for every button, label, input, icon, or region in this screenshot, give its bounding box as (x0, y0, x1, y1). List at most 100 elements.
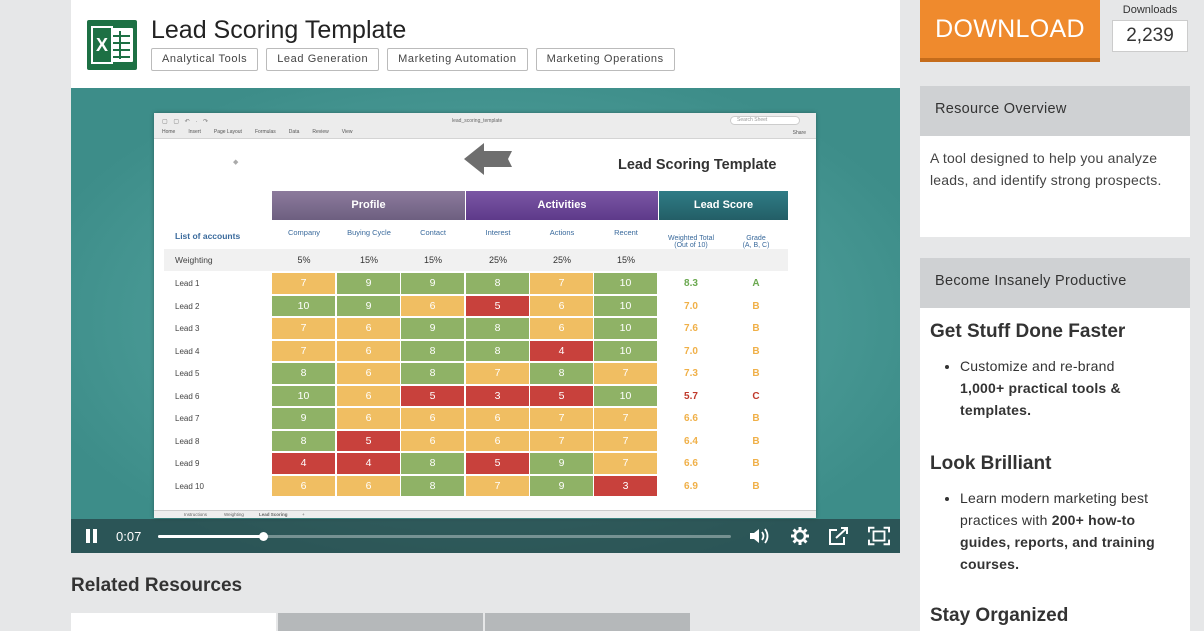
spreadsheet-toolbar: ▢ ▢ ↶ · ↷ Home Insert Page Layout Formul… (154, 113, 816, 139)
score-cell: 7 (530, 408, 594, 430)
video-progress-bar[interactable] (158, 532, 731, 541)
grade-value: C (752, 390, 760, 402)
lead-row-label: Lead 6 (175, 391, 200, 401)
weighted-total: 8.3 (684, 278, 698, 289)
volume-icon[interactable] (748, 526, 770, 546)
sheet-tabs: Instructions Weighting Lead Scoring + (154, 510, 816, 518)
weighted-total: 6.6 (684, 458, 698, 469)
score-cell: 8 (466, 340, 530, 362)
score-cell: 9 (401, 273, 465, 295)
weighted-total: 6.4 (684, 435, 698, 447)
ribbon-tab: Home (162, 129, 176, 135)
score-cell: 10 (594, 385, 658, 407)
accounts-header: List of accounts (175, 231, 241, 241)
score-cell: 4 (337, 453, 401, 475)
score-cell: 5 (530, 385, 594, 407)
score-cell: 8 (272, 363, 336, 385)
group-activities: Activities (466, 191, 658, 220)
tag-list: Analytical Tools Lead Generation Marketi… (151, 48, 675, 71)
video-progress-fill (158, 535, 263, 538)
resource-title: Lead Scoring Template (151, 16, 407, 44)
fullscreen-icon[interactable] (868, 526, 890, 546)
grade-value: B (752, 345, 760, 357)
spreadsheet-filename: lead_scoring_template (452, 118, 503, 124)
pause-icon[interactable] (85, 529, 99, 543)
arrow-left-icon (464, 143, 512, 175)
column-header: Actions (549, 228, 575, 237)
resource-overview-panel: A tool designed to help you analyze lead… (920, 136, 1190, 237)
grade-value: B (752, 368, 760, 379)
weighted-total: 7.3 (684, 368, 698, 379)
related-resource-card[interactable] (485, 613, 690, 631)
downloads-count: 2,239 (1112, 20, 1188, 52)
group-lead-score: Lead Score (659, 191, 788, 220)
score-cell: 10 (594, 295, 658, 317)
sheet-tab-active: Lead Scoring (259, 512, 288, 517)
lead-row-label: Lead 5 (175, 369, 200, 378)
video-player[interactable]: ▢ ▢ ↶ · ↷ Home Insert Page Layout Formul… (71, 88, 900, 553)
score-cell: 6 (337, 408, 401, 430)
score-cell: 4 (530, 340, 594, 362)
score-cell: 3 (594, 475, 658, 497)
tag-lead-generation[interactable]: Lead Generation (266, 48, 380, 71)
productive-heading: Become Insanely Productive (920, 258, 1190, 308)
resource-overview-heading: Resource Overview (920, 86, 1190, 136)
productive-section-title: Look Brilliant (930, 453, 1052, 474)
score-cell: 10 (272, 385, 336, 407)
lead-row-label: Lead 8 (175, 436, 200, 446)
gear-icon[interactable] (789, 526, 811, 546)
weighted-total: 5.7 (684, 390, 698, 402)
ribbon-tab: Page Layout (213, 129, 242, 135)
score-cell: 7 (272, 273, 336, 295)
resource-overview-text: A tool designed to help you analyze lead… (930, 150, 1162, 188)
group-profile: Profile (272, 191, 465, 220)
score-cell: 9 (530, 475, 594, 497)
toolbar-icons: ▢ ▢ ↶ · ↷ (162, 119, 211, 125)
lead-row-label: Lead 2 (175, 301, 200, 311)
related-resources-title: Related Resources (71, 575, 243, 596)
video-progress-handle[interactable] (258, 532, 268, 541)
grade-value: A (752, 278, 760, 289)
score-cell: 8 (466, 273, 530, 295)
score-cell: 10 (594, 340, 658, 362)
sheet-tab: Weighting (224, 512, 244, 517)
weighted-total: 7.6 (684, 323, 698, 334)
lead-row-label: Lead 1 (175, 279, 200, 288)
score-cell: 10 (594, 318, 658, 340)
related-resource-card[interactable] (71, 613, 276, 631)
weight-value: 25% (552, 255, 571, 265)
related-resources-list (71, 613, 692, 631)
tag-analytical-tools[interactable]: Analytical Tools (151, 48, 259, 71)
score-cell: 9 (337, 273, 401, 295)
score-cell: 8 (401, 475, 465, 497)
score-cell: 9 (401, 318, 465, 340)
download-counter: Downloads 2,239 (1110, 0, 1190, 60)
score-cell: 10 (272, 295, 336, 317)
score-cell: 6 (401, 430, 465, 452)
tag-marketing-automation[interactable]: Marketing Automation (387, 48, 528, 71)
productive-panel: Get Stuff Done Faster Customize and re-b… (920, 308, 1190, 631)
score-cell: 6 (272, 475, 336, 497)
lead-row-label: Lead 4 (175, 346, 200, 356)
share-icon[interactable] (828, 526, 850, 546)
related-resource-card[interactable] (278, 613, 483, 631)
grade-value: B (752, 458, 760, 469)
score-cell: 6 (401, 408, 465, 430)
score-cell: 8 (401, 453, 465, 475)
grade-value: B (752, 300, 760, 312)
weight-value: 15% (423, 255, 442, 265)
tag-marketing-operations[interactable]: Marketing Operations (535, 48, 675, 71)
score-cell: 6 (401, 295, 465, 317)
download-button[interactable]: DOWNLOAD (920, 0, 1100, 62)
score-cell: 5 (466, 453, 530, 475)
weighting-row: Weighting 5% 15% 15% 25% 25% 15% (164, 249, 788, 271)
spreadsheet-title: Lead Scoring Template (618, 157, 777, 173)
score-cell: 9 (530, 453, 594, 475)
lead-row-label: Lead 7 (175, 414, 200, 423)
lead-row-label: Lead 9 (175, 459, 200, 468)
score-cell: 6 (337, 475, 401, 497)
score-cell: 6 (466, 408, 530, 430)
score-cell: 7 (594, 363, 658, 385)
score-cell: 7 (272, 318, 336, 340)
